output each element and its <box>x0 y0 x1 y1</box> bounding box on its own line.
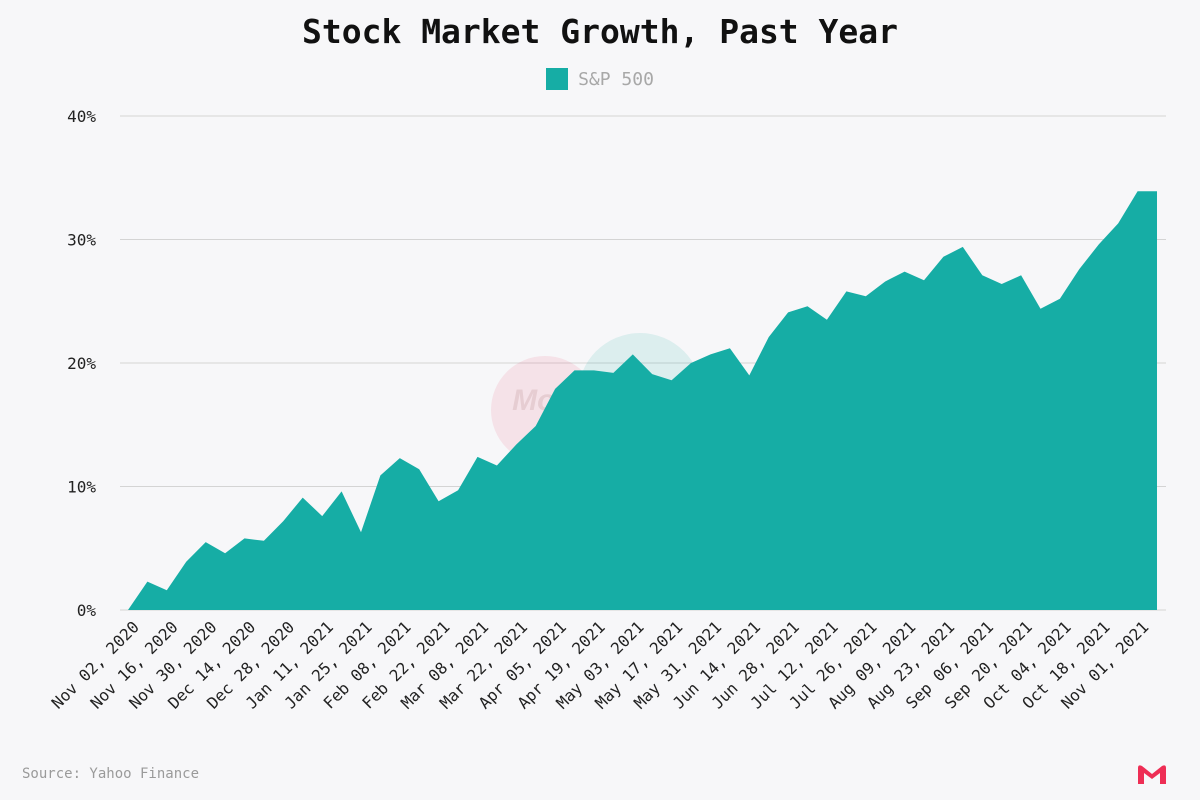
legend: S&P 500 <box>0 68 1200 90</box>
y-axis: 0% 10% 20% 30% 40% <box>67 107 96 620</box>
y-tick-label: 30% <box>67 231 96 250</box>
chart-title: Stock Market Growth, Past Year <box>301 12 899 51</box>
source-note: Source: Yahoo Finance <box>22 766 200 782</box>
series-area-sp500 <box>128 191 1157 611</box>
legend-swatch <box>546 68 569 90</box>
y-tick-label: 40% <box>67 107 96 126</box>
y-tick-label: 0% <box>77 601 97 620</box>
legend-label: S&P 500 <box>578 68 654 90</box>
y-tick-label: 10% <box>67 478 96 497</box>
y-tick-label: 20% <box>67 354 96 373</box>
moneymade-logo-icon <box>1138 765 1166 784</box>
